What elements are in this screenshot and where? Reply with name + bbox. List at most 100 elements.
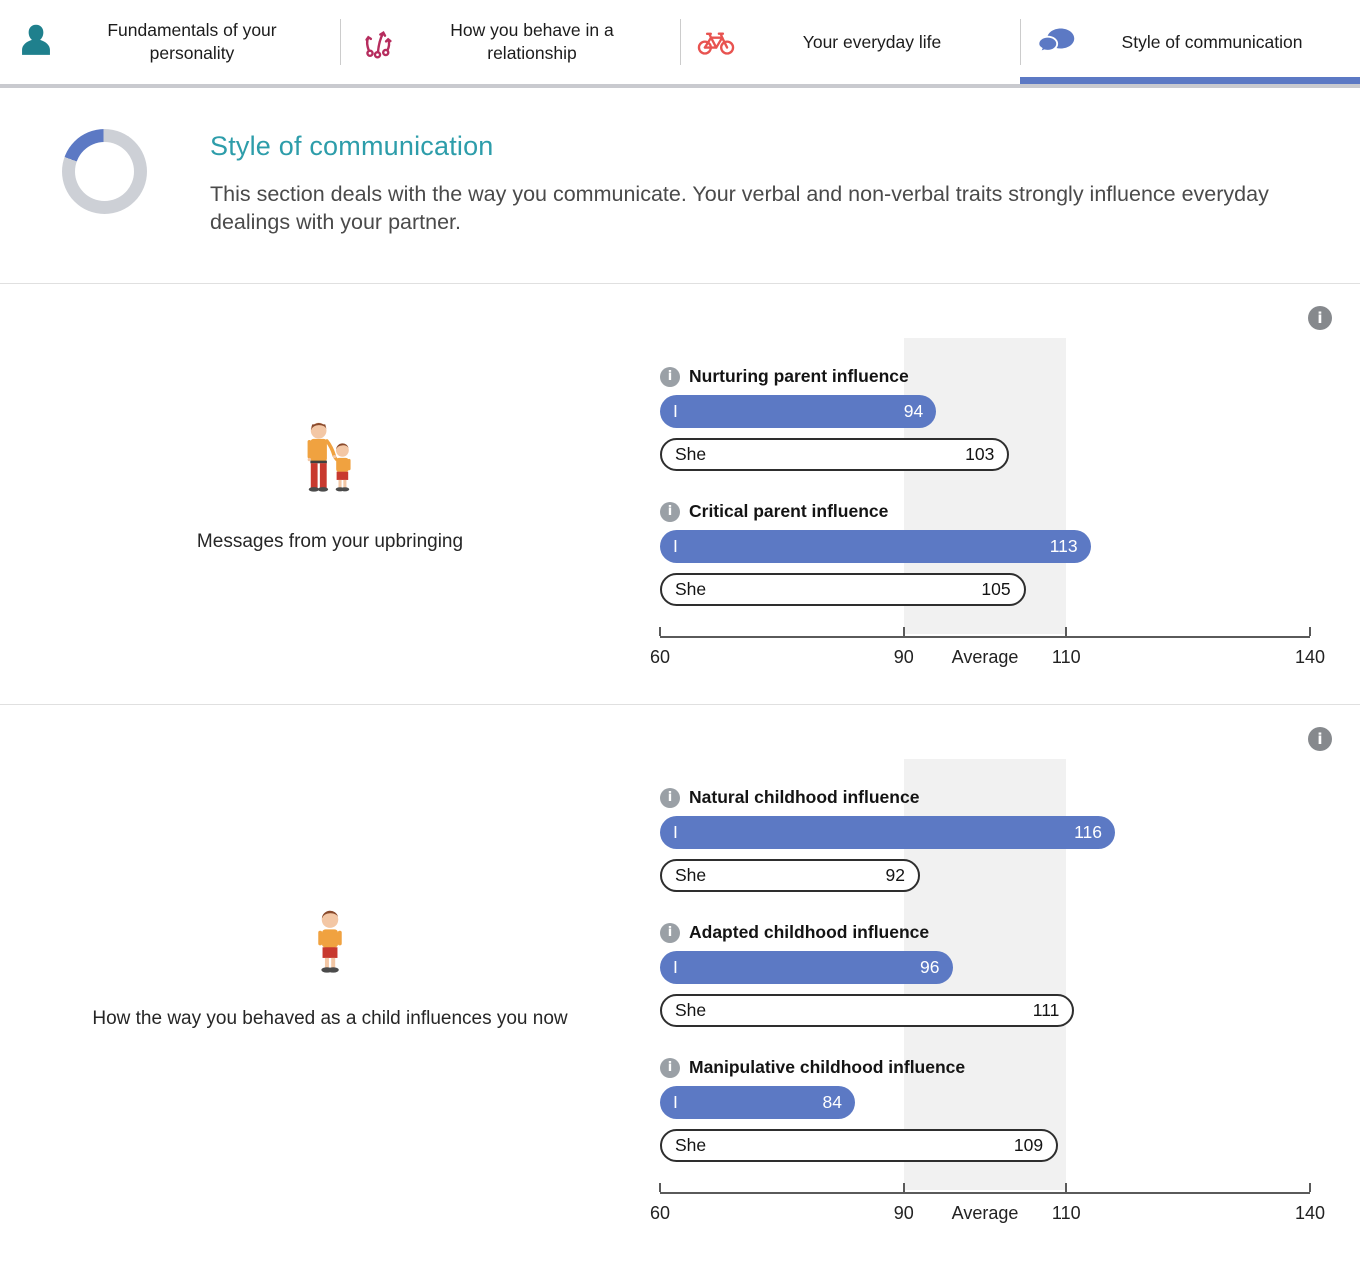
bar-value: 116 (1074, 821, 1102, 842)
section-info-icon[interactable]: i (1308, 305, 1332, 330)
person-icon (14, 19, 58, 65)
child-illustration (318, 911, 342, 973)
bicycle-icon (694, 19, 738, 65)
chart-row-title: Natural childhood influence (689, 787, 920, 808)
axis-tick (659, 626, 661, 636)
chart-row-title: Adapted childhood influence (689, 922, 930, 943)
chart-childhood: i Natural childhood influence I 116 She 92 i Ad… (650, 758, 1325, 1234)
bar-series-label: I (673, 535, 678, 556)
chart-row: i Natural childhood influence I 116 She 92 (660, 787, 1310, 892)
tab-label: How you behave in a relationship (450, 20, 614, 63)
bar-i: I 113 (660, 529, 1091, 563)
section-illustration-block: How the way you behaved as a child influ… (0, 705, 660, 1234)
bar-she: She 105 (660, 572, 1026, 606)
bar-i: I 94 (660, 394, 937, 428)
bar-series-label: I (673, 821, 678, 842)
section-intro: Style of communication This section deal… (0, 88, 1360, 283)
bar-series-label: She (675, 578, 707, 599)
bar-series-label: I (673, 956, 678, 977)
bar-series-label: She (675, 1134, 707, 1155)
chart-row-header: i Adapted childhood influence (660, 922, 1310, 944)
progress-ring-hole (75, 142, 134, 201)
chart-row-title: Critical parent influence (689, 501, 889, 522)
chart-upbringing: i Nurturing parent influence I 94 She 103 i Cri… (650, 337, 1325, 678)
tab-bar: Fundamentals of your personality How you… (0, 0, 1360, 88)
axis-average-label: Average (951, 646, 1019, 667)
page-description: This section deals with the way you comm… (210, 182, 1269, 234)
axis-tick-label: 110 (1051, 1202, 1081, 1223)
tab-label: Style of communication (1121, 31, 1303, 52)
tabbar-divider (0, 84, 1360, 88)
axis-tick (1065, 1182, 1068, 1192)
chart-axis: 60 90 110 140 Average (650, 626, 1325, 678)
section-info-icon[interactable]: i (1308, 726, 1332, 751)
tab-everyday-life[interactable]: Your everyday life (680, 0, 1020, 84)
bar-value: 96 (920, 956, 940, 977)
section-upbringing: i Messag (0, 282, 1360, 704)
axis-average-label: Average (951, 1202, 1019, 1223)
axis-tick-label: 60 (649, 1202, 671, 1223)
axis-tick (1065, 626, 1068, 636)
axis-tick-label: 110 (1051, 646, 1081, 667)
bar-series-label: She (675, 864, 707, 885)
bar-i: I 116 (660, 815, 1115, 849)
row-info-icon[interactable]: i (660, 1057, 680, 1078)
bar-value: 113 (1049, 535, 1078, 556)
tab-behaviour-relationship[interactable]: How you behave in a relationship (340, 0, 680, 84)
tab-label: Your everyday life (802, 31, 942, 52)
chart-row: i Nurturing parent influence I 94 She 103 (660, 366, 1310, 471)
axis-tick-label: 90 (893, 1202, 914, 1223)
bar-series-label: I (673, 1091, 678, 1112)
axis-tick-label: 140 (1294, 1202, 1326, 1223)
speech-bubbles-icon (1034, 19, 1078, 65)
bar-i: I 84 (660, 1085, 855, 1119)
axis-tick-label: 90 (893, 646, 914, 667)
bar-value: 105 (981, 578, 1011, 599)
bar-value: 111 (1032, 999, 1060, 1020)
tab-fundamentals[interactable]: Fundamentals of your personality (0, 0, 340, 84)
axis-tick (1309, 626, 1311, 636)
chart-row: i Critical parent influence I 113 She 105 (660, 501, 1310, 606)
bar-she: She 92 (660, 858, 920, 892)
axis-tick-label: 140 (1294, 646, 1326, 667)
chart-row-title: Nurturing parent influence (689, 366, 909, 387)
branching-paths-icon (354, 19, 398, 65)
bar-series-label: She (675, 999, 707, 1020)
bar-series-label: I (673, 400, 678, 421)
chart-axis: 60 90 110 140 Average (650, 1182, 1325, 1234)
bar-she: She 111 (660, 993, 1075, 1027)
bar-she: She 109 (660, 1128, 1059, 1162)
bar-series-label: She (675, 443, 707, 464)
chart-row-title: Manipulative childhood influence (689, 1057, 966, 1078)
axis-tick (1309, 1182, 1311, 1192)
row-info-icon[interactable]: i (660, 922, 680, 943)
axis-tick-label: 60 (649, 646, 671, 667)
bar-she: She 103 (660, 437, 1010, 471)
chart-row-header: i Nurturing parent influence (660, 366, 1310, 388)
adult-and-child-illustration (307, 422, 351, 492)
chart-row-header: i Critical parent influence (660, 501, 1310, 523)
chart-row: i Adapted childhood influence I 96 She 111 (660, 922, 1310, 1027)
chart-row-header: i Natural childhood influence (660, 787, 1310, 809)
tab-style-of-communication[interactable]: Style of communication (1020, 0, 1360, 84)
chart-row: i Manipulative childhood influence I 84 She 1… (660, 1057, 1310, 1162)
bar-value: 84 (822, 1091, 842, 1112)
section-caption: How the way you behaved as a child influ… (92, 1008, 568, 1030)
bar-value: 103 (965, 443, 995, 464)
bar-value: 92 (885, 864, 905, 885)
bar-value: 94 (903, 400, 924, 421)
progress-ring (62, 129, 147, 214)
row-info-icon[interactable]: i (660, 787, 680, 808)
chart-row-header: i Manipulative childhood influence (660, 1057, 1310, 1079)
section-illustration-block: Messages from your upbringing (0, 284, 660, 678)
tab-label: Fundamentals of your personality (107, 20, 277, 63)
bar-value: 109 (1013, 1134, 1044, 1155)
page-title: Style of communication (210, 131, 494, 161)
section-caption: Messages from your upbringing (196, 530, 464, 552)
axis-tick (659, 1182, 661, 1192)
row-info-icon[interactable]: i (660, 501, 680, 522)
axis-tick (902, 1182, 905, 1192)
section-childhood: i How the way you behaved as a child inf… (0, 703, 1360, 1260)
row-info-icon[interactable]: i (660, 366, 680, 387)
bar-i: I 96 (660, 950, 953, 984)
